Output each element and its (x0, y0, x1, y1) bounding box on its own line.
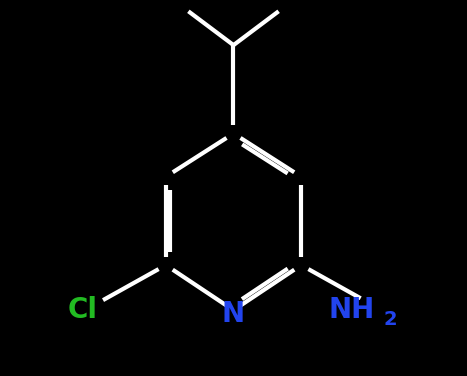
Text: Cl: Cl (68, 296, 98, 324)
Text: N: N (222, 300, 245, 328)
Text: 2: 2 (384, 310, 397, 329)
Text: NH: NH (328, 296, 375, 324)
